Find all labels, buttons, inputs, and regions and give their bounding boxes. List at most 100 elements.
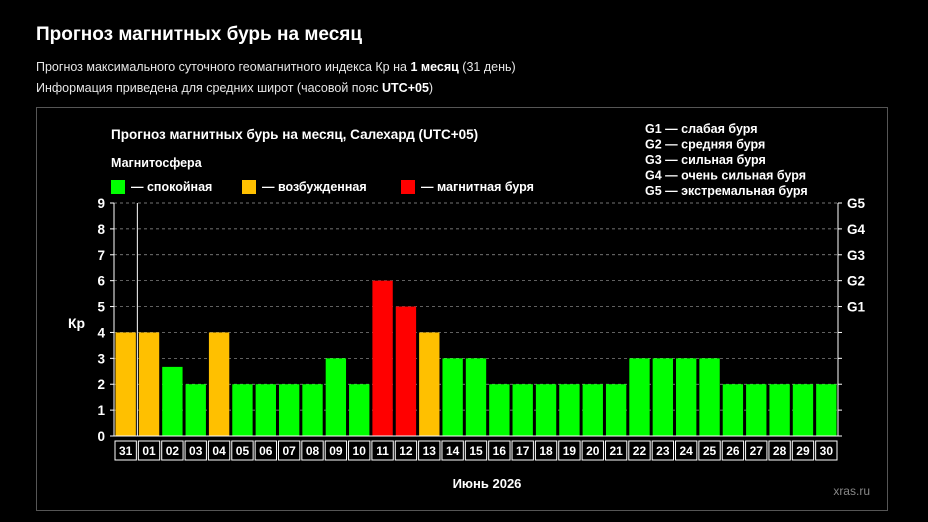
y-tick-label: 3 [97, 351, 105, 366]
x-tick-label: 22 [633, 444, 647, 458]
legend-label: — возбужденная [262, 180, 367, 194]
date-box [815, 440, 838, 461]
x-tick-label: 11 [376, 444, 389, 458]
x-tick-label: 05 [236, 444, 250, 458]
bar [255, 384, 276, 436]
x-tick-label: 15 [469, 444, 483, 458]
date-box [721, 440, 745, 461]
bar [395, 306, 417, 436]
y-tick-label: 0 [97, 429, 105, 444]
legend: — спокойная — возбужденная — магнитная бур… [111, 180, 534, 194]
date-box [464, 440, 488, 461]
bar [419, 332, 440, 436]
x-tick-label: 16 [493, 444, 507, 458]
date-box [184, 440, 207, 461]
bar [278, 384, 300, 436]
date-box [581, 440, 604, 461]
y-tick-label: 4 [97, 325, 105, 340]
description-text: Прогноз максимального суточного геомагни… [36, 60, 411, 74]
x-axis-label: Июнь 2026 [453, 476, 522, 491]
date-box [161, 440, 184, 461]
x-tick-label: 21 [609, 444, 623, 458]
date-box [207, 440, 231, 461]
legend-swatch [111, 180, 125, 194]
x-tick-label: 17 [516, 444, 530, 458]
x-tick-label: 09 [329, 444, 343, 458]
description-period: 1 месяц [410, 60, 459, 74]
bar [582, 384, 603, 436]
date-box [348, 440, 371, 461]
bar [232, 384, 253, 436]
date-box [394, 440, 418, 461]
latitude-close: ) [428, 81, 434, 95]
bar [605, 384, 627, 436]
x-tick-label: 19 [563, 444, 577, 458]
x-tick-label: 25 [703, 444, 717, 458]
bar [629, 358, 650, 436]
bar [349, 384, 370, 436]
bar [792, 384, 814, 436]
date-box [277, 440, 301, 461]
legend-title: Магнитосфера [111, 156, 203, 170]
y-tick-label: 6 [97, 274, 105, 289]
g-level-label: G1 [847, 300, 866, 315]
x-tick-label: 07 [282, 444, 296, 458]
y-tick-label: 9 [97, 196, 105, 211]
x-tick-label: 10 [353, 444, 367, 458]
x-tick-label: 27 [750, 444, 764, 458]
page-title: Прогноз магнитных бурь на месяц [36, 24, 363, 45]
bar [746, 384, 767, 436]
date-box [418, 440, 441, 461]
date-box [511, 440, 534, 461]
date-box [534, 440, 558, 461]
bar [699, 358, 720, 436]
x-tick-label: 30 [820, 444, 834, 458]
g-legend-item: G2 — средняя буря [645, 138, 765, 152]
x-tick-label: 18 [539, 444, 553, 458]
g-level-label: G2 [847, 274, 865, 289]
date-box [558, 440, 581, 461]
timezone: UTC+05 [382, 81, 429, 95]
date-box [791, 440, 815, 461]
y-tick-label: 1 [97, 403, 105, 418]
x-tick-label: 01 [142, 444, 156, 458]
bar [208, 332, 230, 436]
forecast-description: Прогноз максимального суточного геомагни… [36, 60, 516, 74]
y-tick-label: 7 [97, 248, 105, 263]
g-level-label: G4 [847, 222, 866, 237]
bar [512, 384, 533, 436]
kp-chart: Прогноз магнитных бурь на месяц, Салехар… [68, 122, 870, 498]
x-tick-label: 08 [306, 444, 320, 458]
date-box [745, 440, 768, 461]
x-tick-label: 04 [212, 444, 226, 458]
g-level-label: G3 [847, 248, 866, 263]
x-tick-label: 23 [656, 444, 670, 458]
date-box [324, 440, 348, 461]
description-days: (31 день) [458, 60, 516, 74]
date-box [698, 440, 721, 461]
date-box [301, 440, 324, 461]
bar [465, 358, 487, 436]
bar [302, 384, 323, 436]
bar [138, 332, 160, 436]
bar [816, 384, 837, 436]
bar [162, 366, 183, 436]
x-tick-label: 02 [166, 444, 180, 458]
date-box [254, 440, 277, 461]
bar [722, 384, 744, 436]
legend-swatch [401, 180, 415, 194]
date-box [371, 440, 394, 461]
x-tick-label: 12 [399, 444, 413, 458]
x-tick-label: 28 [773, 444, 787, 458]
legend-label: — магнитная буря [421, 180, 534, 194]
date-box [604, 440, 628, 461]
date-box [488, 440, 511, 461]
latitude-note: Информация приведена для средних широт (… [36, 81, 433, 95]
x-tick-label: 26 [726, 444, 740, 458]
date-box [137, 440, 161, 461]
g-legend-item: G1 — слабая буря [645, 122, 758, 136]
g-legend-item: G5 — экстремальная буря [645, 184, 808, 198]
bar [535, 384, 557, 436]
